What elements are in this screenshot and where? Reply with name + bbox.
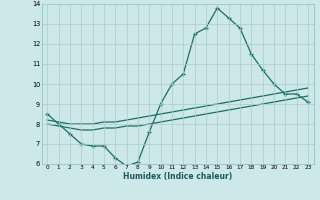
X-axis label: Humidex (Indice chaleur): Humidex (Indice chaleur) (123, 172, 232, 181)
